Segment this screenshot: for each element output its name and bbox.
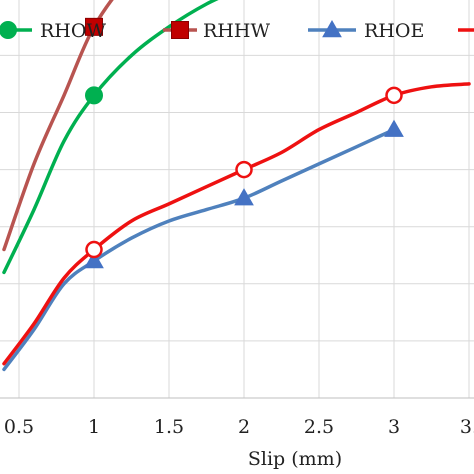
legend-label-rhhw: RHHW [203,20,270,42]
x-tick-label: 3. [460,416,474,438]
series-layer [2,0,471,372]
x-tick-label: 2 [238,416,250,438]
data-point-rhoe [384,119,404,137]
series-rhhw [2,0,114,252]
series-line-rhhw [2,0,114,252]
legend-marker-rhoe [322,19,342,38]
legend-marker-rhow [0,21,17,39]
x-axis-ticks: 0.5 1 1.5 2 2.5 3 3. [4,416,474,438]
x-tick-label: 1.5 [154,416,184,438]
data-point-rhow [85,86,103,105]
grid-layer [0,0,474,398]
series-line-rhow [2,0,219,275]
series-rhoe [2,119,404,372]
data-point-series-4 [85,240,103,259]
legend-item-rhoe: RHOE [308,19,424,42]
legend-marker-rhhw [171,21,189,39]
x-tick-label: 0.5 [4,416,34,438]
data-point-series-4 [235,160,253,179]
series-series-4 [2,82,471,366]
legend: RHOW RHHW RHOE [0,19,474,42]
data-point-rhoe [84,250,104,269]
legend-item-rhhw: RHHW [163,20,270,42]
x-tick-label: 2.5 [304,416,334,438]
x-tick-label: 3 [388,416,400,438]
legend-label-rhow: RHOW [40,20,106,42]
data-point-rhoe [234,188,254,206]
data-point-rhhw [85,17,103,36]
series-line-rhoe [2,127,396,372]
legend-item-rhow: RHOW [0,20,106,42]
x-axis-title: Slip (mm) [248,448,342,470]
series-rhow [2,0,219,275]
x-tick-label: 1 [88,416,100,438]
legend-label-rhoe: RHOE [364,20,424,42]
data-point-series-4 [385,86,403,105]
